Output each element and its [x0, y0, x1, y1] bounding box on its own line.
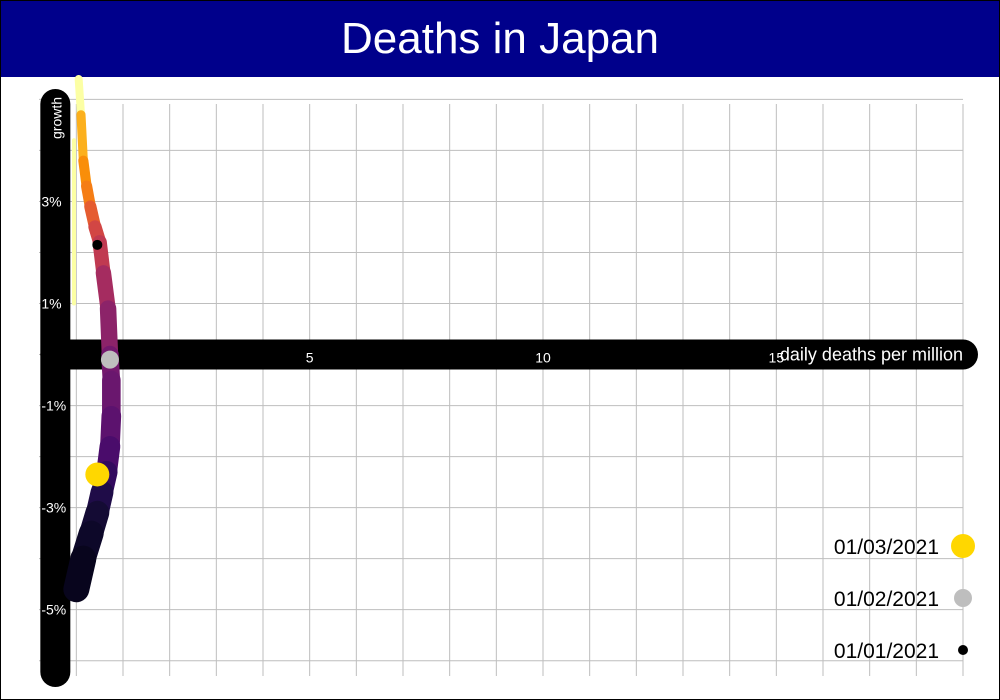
y-tick-label: -3%: [41, 500, 66, 516]
x-axis-title: daily deaths per million: [780, 345, 963, 365]
date-marker: [85, 462, 110, 487]
legend-label: 01/02/2021: [834, 588, 939, 611]
chart-title: Deaths in Japan: [1, 1, 999, 77]
date-marker: [100, 350, 119, 369]
y-tick-label: 1%: [41, 296, 61, 312]
legend: 01/03/2021 01/02/2021 01/01/2021: [834, 534, 975, 663]
data-series: [63, 75, 122, 603]
legend-marker: [958, 645, 968, 655]
series-segment: [74, 75, 85, 119]
grid-lines: [39, 98, 964, 676]
legend-marker: [954, 589, 972, 607]
legend-marker: [951, 534, 975, 558]
y-tick-label: -5%: [41, 602, 66, 618]
y-tick-label: 3%: [41, 193, 61, 209]
series-segment: [63, 545, 97, 603]
date-markers: [85, 239, 119, 487]
legend-label: 01/01/2021: [834, 640, 939, 663]
y-tick-label: -1%: [41, 398, 66, 414]
date-marker: [92, 239, 103, 250]
legend-label: 01/03/2021: [834, 536, 939, 559]
x-tick-label: 5: [306, 350, 314, 366]
x-tick-label: 15: [769, 350, 785, 366]
x-tick-label: 10: [535, 350, 551, 366]
series-segment: [76, 110, 88, 166]
y-axis-title: growth: [48, 97, 64, 139]
